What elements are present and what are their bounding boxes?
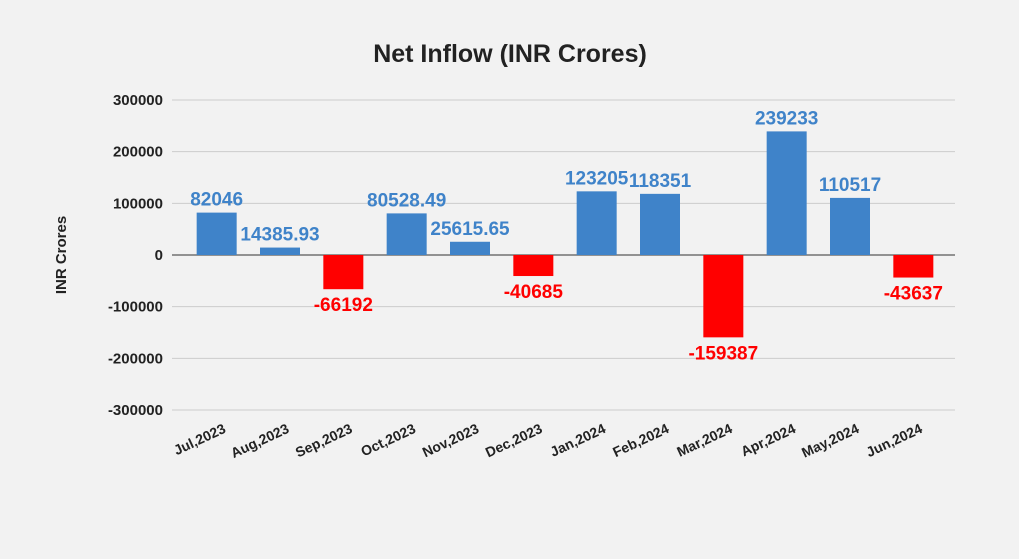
bar [260,247,300,255]
bar [893,255,934,278]
bar [703,255,744,338]
data-label: 110517 [819,175,881,196]
data-label: 118351 [629,171,692,192]
y-tick-label: 100000 [113,195,163,212]
bar [640,193,680,255]
bar [450,241,490,255]
data-label: -66192 [314,295,373,316]
data-label: 80528.49 [367,190,446,211]
bar [576,191,617,255]
data-label: -40685 [504,282,564,303]
y-tick-label: 200000 [113,144,163,161]
y-tick-label: 300000 [113,92,163,109]
data-label: 239233 [755,108,818,129]
bar [830,197,870,255]
data-label: 25615.65 [430,219,510,240]
y-tick-label: -200000 [108,350,163,367]
bar [323,255,364,290]
data-label: 123205 [565,168,629,189]
bar [513,255,554,277]
data-label: 14385.93 [240,225,319,246]
y-tick-label: -100000 [108,299,163,316]
chart-title: Net Inflow (INR Crores) [373,40,647,68]
data-label: -159387 [688,343,758,364]
bar [766,131,807,255]
data-label: 82046 [190,190,243,211]
y-axis-label: INR Crores [53,216,70,294]
y-tick-label: 0 [155,247,163,264]
data-label: -43637 [884,284,943,305]
bar [386,213,427,255]
y-tick-label: -300000 [108,402,163,419]
bar [196,212,237,255]
